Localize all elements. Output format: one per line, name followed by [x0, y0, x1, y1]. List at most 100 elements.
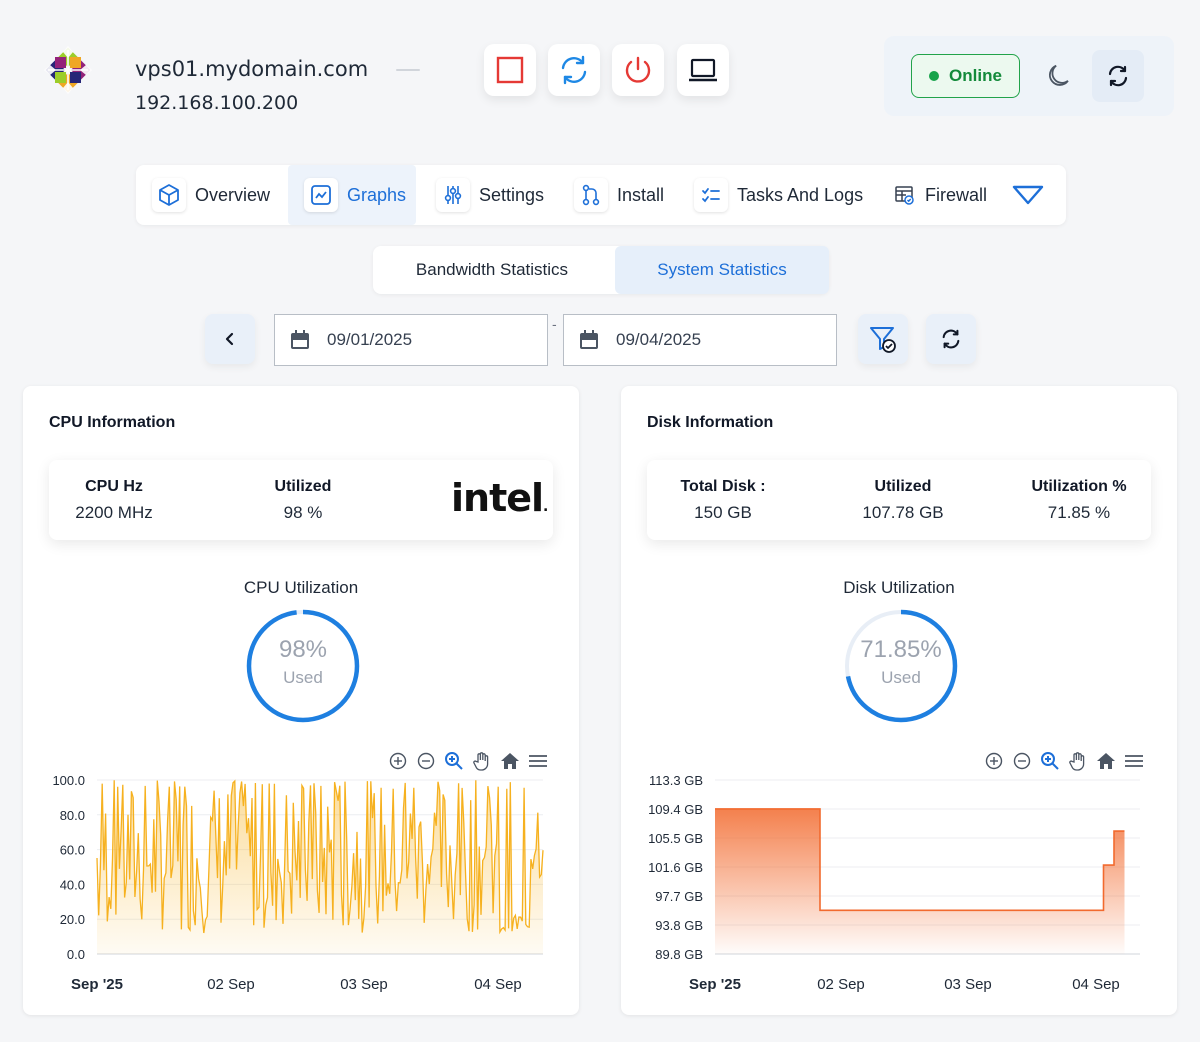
- zoom-out-icon: [417, 752, 435, 770]
- hand-icon: [1069, 752, 1085, 771]
- zoom-out-button[interactable]: [1011, 750, 1033, 772]
- restart-button[interactable]: [548, 44, 600, 96]
- magnifier-icon: [1041, 752, 1059, 770]
- intel-logo: intel.: [451, 476, 548, 520]
- console-button[interactable]: [677, 44, 729, 96]
- disk-utilization-pct-label: Utilization %: [1031, 478, 1127, 495]
- selection-zoom-button[interactable]: [443, 750, 465, 772]
- zoom-in-icon: [985, 752, 1003, 770]
- date-separator: -: [552, 316, 557, 332]
- tab-label: Overview: [195, 184, 271, 205]
- sliders-icon: [436, 178, 470, 212]
- status-dot: [929, 71, 940, 81]
- centos-logo: [44, 46, 92, 94]
- y-tick-label: 60.0: [60, 843, 85, 858]
- home-icon: [501, 753, 519, 769]
- cpu-chart-toolbar: [387, 750, 549, 772]
- zoom-in-button[interactable]: [983, 750, 1005, 772]
- more-tabs-dropdown[interactable]: [1012, 165, 1044, 225]
- start-date-value: 09/01/2025: [327, 330, 413, 349]
- tab-bandwidth-statistics[interactable]: Bandwidth Statistics: [415, 260, 569, 279]
- y-tick-label: 0.0: [67, 947, 85, 962]
- cpu-gauge-arc: [246, 609, 360, 723]
- x-tick-label: 02 Sep: [207, 976, 255, 993]
- back-button[interactable]: [205, 314, 255, 364]
- disk-chart: 113.3 GB 109.4 GB 105.5 GB 101.6 GB 97.7 GB 9…: [648, 773, 1140, 993]
- cpu-panel: CPU Information CPU Hz 2200 MHz Utilized…: [23, 386, 579, 1015]
- cpu-utilized-value: 98 %: [283, 503, 323, 522]
- x-tick-label: 03 Sep: [340, 976, 388, 993]
- restart-icon: [561, 55, 587, 85]
- x-tick-label: 02 Sep: [817, 976, 865, 993]
- divider: [396, 69, 420, 71]
- y-tick-label: 40.0: [60, 877, 85, 892]
- git-icon: [574, 178, 608, 212]
- cpu-chart: 100.0 80.0 60.0 40.0 20.0 0.0 Sep '25 02 Sep 03…: [52, 773, 544, 993]
- y-tick-label: 109.4 GB: [648, 802, 703, 817]
- refresh-status-button[interactable]: [1092, 50, 1144, 102]
- tab-label: Firewall: [925, 184, 988, 205]
- reset-zoom-button[interactable]: [499, 750, 521, 772]
- disk-info-card: Total Disk : 150 GB Utilized 107.78 GB U…: [647, 460, 1151, 540]
- tab-firewall[interactable]: Firewall: [894, 165, 987, 225]
- total-disk-label: Total Disk :: [680, 478, 766, 495]
- tab-graphs[interactable]: Graphs: [288, 165, 416, 225]
- tab-tasks-and-logs[interactable]: Tasks And Logs: [694, 165, 863, 225]
- y-tick-label: 93.8 GB: [655, 918, 703, 933]
- cpu-utilized-label: Utilized: [274, 478, 332, 495]
- tab-overview[interactable]: Overview: [152, 165, 270, 225]
- cpu-gauge-used-label: Used: [283, 668, 323, 687]
- server-hostname: vps01.mydomain.com: [135, 57, 369, 81]
- statistics-tabs: Bandwidth Statistics System Statistics: [373, 246, 829, 294]
- refresh-icon: [942, 329, 960, 349]
- magnifier-icon: [445, 752, 463, 770]
- moon-icon: [1048, 64, 1069, 86]
- zoom-out-button[interactable]: [415, 750, 437, 772]
- stop-button[interactable]: [484, 44, 536, 96]
- cpu-gauge-title: CPU Utilization: [243, 578, 359, 597]
- reset-zoom-button[interactable]: [1095, 750, 1117, 772]
- server-ip: 192.168.100.200: [135, 92, 299, 114]
- cpu-panel-title: CPU Information: [49, 414, 176, 431]
- zoom-out-icon: [1013, 752, 1031, 770]
- tab-label: Graphs: [347, 184, 407, 205]
- tab-install[interactable]: Install: [574, 165, 664, 225]
- online-status-badge[interactable]: Online: [911, 54, 1020, 98]
- y-tick-label: 100.0: [52, 773, 85, 788]
- zoom-in-button[interactable]: [387, 750, 409, 772]
- y-tick-label: 113.3 GB: [649, 773, 703, 788]
- pan-button[interactable]: [471, 750, 493, 772]
- disk-utilization-pct-value: 71.85 %: [1047, 503, 1111, 522]
- apply-filter-button[interactable]: [858, 314, 908, 364]
- menu-icon: [1125, 755, 1143, 767]
- tab-system-statistics[interactable]: System Statistics: [615, 246, 829, 294]
- y-tick-label: 89.8 GB: [655, 947, 703, 962]
- pan-button[interactable]: [1067, 750, 1089, 772]
- tab-settings[interactable]: Settings: [436, 165, 544, 225]
- y-tick-label: 80.0: [60, 808, 85, 823]
- disk-panel: Disk Information Total Disk : 150 GB Uti…: [621, 386, 1177, 1015]
- cube-icon: [152, 178, 186, 212]
- chart-menu-button[interactable]: [1123, 750, 1145, 772]
- disk-gauge-title: Disk Utilization: [843, 578, 955, 597]
- power-button[interactable]: [612, 44, 664, 96]
- calendar-icon: [291, 330, 309, 349]
- refresh-icon: [1108, 65, 1128, 87]
- refresh-chart-button[interactable]: [926, 314, 976, 364]
- theme-toggle-button[interactable]: [1040, 56, 1082, 96]
- calendar-icon: [580, 330, 598, 349]
- x-tick-label: Sep '25: [689, 976, 741, 993]
- power-icon: [625, 56, 651, 83]
- start-date-input[interactable]: 09/01/2025: [274, 314, 548, 366]
- hand-icon: [473, 752, 489, 771]
- disk-gauge-arc: [844, 609, 958, 723]
- disk-series-area: [715, 808, 1125, 954]
- cpu-hz-label: CPU Hz: [85, 478, 143, 495]
- end-date-input[interactable]: 09/04/2025: [563, 314, 837, 366]
- disk-gauge: [844, 609, 958, 723]
- checklist-icon: [694, 178, 728, 212]
- chart-menu-button[interactable]: [527, 750, 549, 772]
- selection-zoom-button[interactable]: [1039, 750, 1061, 772]
- tab-label: Install: [617, 184, 665, 205]
- console-icon: [689, 58, 717, 82]
